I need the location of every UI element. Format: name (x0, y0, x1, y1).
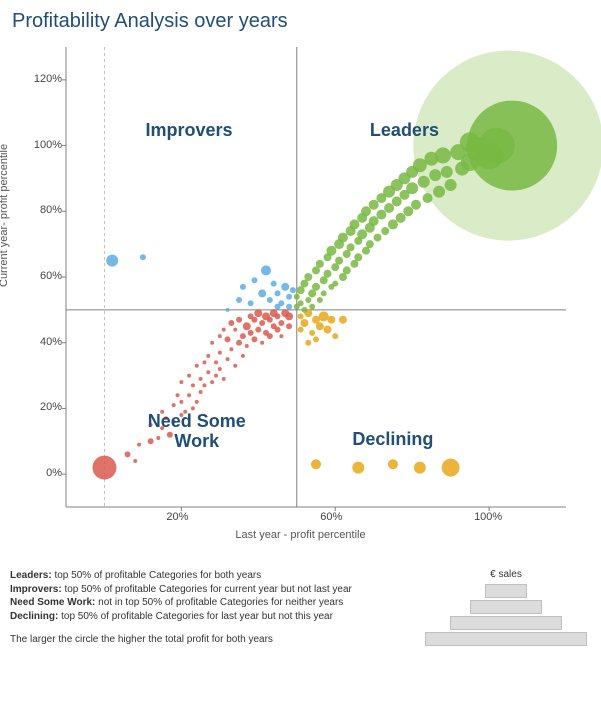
improvers-label: Improvers: (10, 584, 62, 595)
declining-label: Declining: (10, 611, 58, 622)
y-tick-label: 80% (28, 204, 62, 216)
size-legend: € sales (421, 569, 591, 647)
size-caption: The larger the circle the higher the tot… (10, 633, 413, 647)
x-tick-label: 60% (320, 511, 342, 523)
x-tick-label: 20% (166, 511, 188, 523)
size-legend-bar (450, 616, 562, 630)
chart-area: Current year- profit percentile 0%20%40%… (6, 37, 595, 557)
declining-text: top 50% of profitable Categories for las… (58, 611, 333, 622)
size-legend-bar (485, 584, 527, 598)
size-legend-bar (425, 632, 587, 646)
improvers-text: top 50% of profitable Categories for cur… (62, 584, 352, 595)
y-tick-label: 0% (28, 467, 62, 479)
y-tick-label: 120% (28, 73, 62, 85)
size-legend-bar (470, 600, 542, 614)
y-tick-label: 40% (28, 336, 62, 348)
needwork-text: not in top 50% of profitable Categories … (95, 597, 343, 608)
x-tick-label: 100% (474, 511, 502, 523)
size-legend-title: € sales (421, 569, 591, 580)
y-tick-label: 20% (28, 401, 62, 413)
legend-descriptions: Leaders: top 50% of profitable Categorie… (10, 569, 413, 647)
chart-title: Profitability Analysis over years (12, 10, 595, 33)
leaders-label: Leaders: (10, 570, 52, 581)
leaders-text: top 50% of profitable Categories for bot… (52, 570, 262, 581)
y-axis-label: Current year- profit percentile (0, 144, 10, 287)
scatter-plot (66, 47, 566, 507)
y-tick-label: 60% (28, 270, 62, 282)
needwork-label: Need Some Work: (10, 597, 95, 608)
y-tick-label: 100% (28, 139, 62, 151)
x-axis-label: Last year - profit percentile (6, 529, 595, 541)
